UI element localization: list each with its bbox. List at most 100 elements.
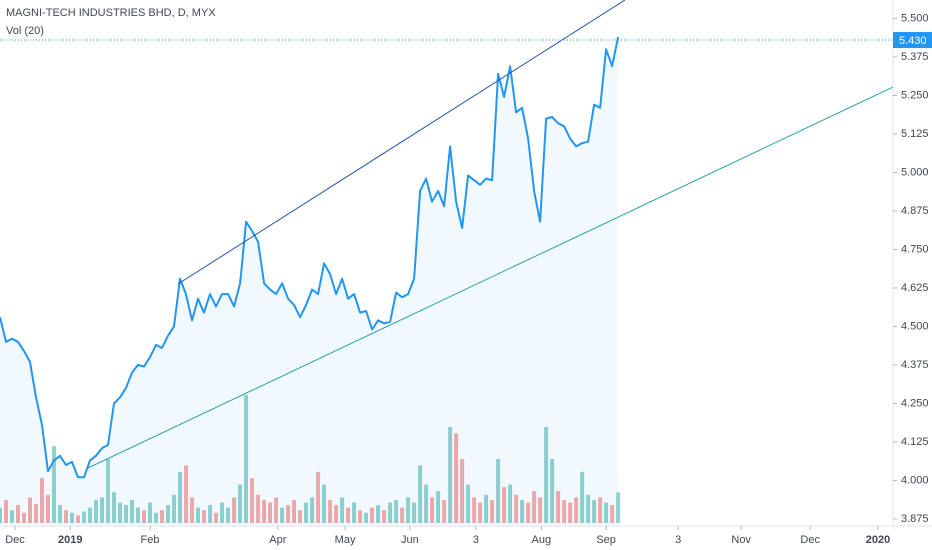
- volume-bar: [484, 494, 489, 523]
- x-tick-label: Aug: [532, 534, 552, 546]
- axes: 5.500 5.375 5.250 5.125 5.000 4.875 4.750 4.625…: [0, 12, 932, 546]
- volume-bar: [502, 487, 507, 523]
- volume-bar: [352, 502, 357, 523]
- lower-trend-line: [87, 86, 894, 469]
- volume-bar: [178, 471, 183, 523]
- volume-bar: [568, 502, 573, 523]
- volume-layer: [0, 395, 621, 523]
- volume-bar: [250, 478, 255, 523]
- volume-bar: [244, 395, 249, 523]
- volume-bar: [328, 499, 333, 523]
- volume-bar: [346, 507, 351, 523]
- volume-bar: [616, 492, 621, 523]
- volume-bar: [376, 505, 381, 523]
- volume-bar: [460, 459, 465, 523]
- volume-bar: [0, 507, 2, 523]
- y-tick-label: 4.375: [901, 359, 929, 371]
- volume-bar: [442, 499, 447, 523]
- volume-bar: [358, 510, 363, 523]
- volume-bar: [532, 491, 537, 523]
- y-tick-label: 4.000: [901, 474, 929, 486]
- volume-bar: [556, 491, 561, 523]
- y-tick-label: 3.875: [901, 513, 929, 525]
- volume-bar: [184, 465, 189, 523]
- y-tick-label: 5.250: [901, 89, 929, 101]
- volume-bar: [214, 512, 219, 523]
- volume-bar: [70, 512, 75, 523]
- y-tick-label: 4.500: [901, 320, 929, 332]
- volume-bar: [364, 512, 369, 523]
- volume-bar: [292, 499, 297, 523]
- volume-bar: [136, 507, 141, 523]
- volume-bar: [40, 478, 45, 523]
- volume-bar: [208, 505, 213, 523]
- volume-bar: [316, 471, 321, 523]
- volume-bar: [544, 427, 549, 523]
- volume-bar: [412, 502, 417, 523]
- price-layer: [0, 36, 620, 526]
- volume-bar: [406, 497, 411, 523]
- volume-bar: [466, 484, 471, 523]
- volume-bar: [526, 502, 531, 523]
- volume-bar: [172, 494, 177, 523]
- volume-bar: [592, 499, 597, 523]
- volume-bar: [562, 499, 567, 523]
- y-tick-label: 5.500: [901, 12, 929, 24]
- volume-bar: [28, 497, 33, 523]
- volume-bar: [268, 502, 273, 523]
- volume-bar: [304, 502, 309, 523]
- last-price-label: 5.430: [899, 35, 927, 47]
- volume-bar: [394, 499, 399, 523]
- volume-bar: [520, 499, 525, 523]
- volume-bar: [220, 502, 225, 523]
- volume-bar: [436, 491, 441, 523]
- price-area: [0, 37, 619, 526]
- volume-bar: [34, 503, 39, 523]
- price-line: [0, 36, 620, 479]
- y-tick-label: 4.125: [901, 436, 929, 448]
- x-tick-label: 2020: [866, 534, 890, 546]
- volume-bar: [82, 511, 87, 523]
- volume-bar: [280, 507, 285, 523]
- volume-bar: [340, 497, 345, 523]
- volume-bar: [130, 499, 135, 523]
- volume-bar: [388, 502, 393, 523]
- volume-bar: [190, 497, 195, 523]
- volume-bar: [154, 512, 159, 523]
- x-tick-label: Apr: [269, 534, 286, 546]
- volume-bar: [58, 505, 63, 523]
- y-tick-label: 5.125: [901, 128, 929, 140]
- volume-bar: [550, 459, 555, 523]
- volume-bar: [106, 459, 111, 523]
- chart-title: MAGNI-TECH INDUSTRIES BHD, D, MYX: [6, 7, 216, 19]
- volume-bar: [148, 502, 153, 523]
- volume-bar: [418, 465, 423, 523]
- volume-bar: [202, 510, 207, 523]
- volume-bar: [370, 507, 375, 523]
- volume-bar: [88, 507, 93, 523]
- volume-bar: [22, 512, 27, 523]
- volume-bar: [256, 494, 261, 523]
- volume-bar: [400, 507, 405, 523]
- x-tick-label: Dec: [5, 534, 25, 546]
- last-price-box: [893, 32, 932, 49]
- volume-bar: [124, 505, 129, 523]
- volume-bar: [496, 459, 501, 523]
- volume-bar: [112, 492, 117, 523]
- volume-bar: [334, 505, 339, 523]
- volume-bar: [322, 484, 327, 523]
- x-tick-label: May: [335, 534, 356, 546]
- volume-bar: [100, 497, 105, 523]
- x-tick-label: Dec: [800, 534, 820, 546]
- volume-bar: [166, 505, 171, 523]
- volume-label: Vol (20): [6, 25, 44, 37]
- x-tick-label: Sep: [596, 534, 616, 546]
- volume-bar: [490, 499, 495, 523]
- volume-bar: [4, 499, 9, 523]
- volume-bar: [238, 484, 243, 523]
- y-tick-label: 5.000: [901, 166, 929, 178]
- volume-bar: [514, 494, 519, 523]
- volume-bar: [508, 484, 513, 523]
- volume-bar: [10, 510, 15, 523]
